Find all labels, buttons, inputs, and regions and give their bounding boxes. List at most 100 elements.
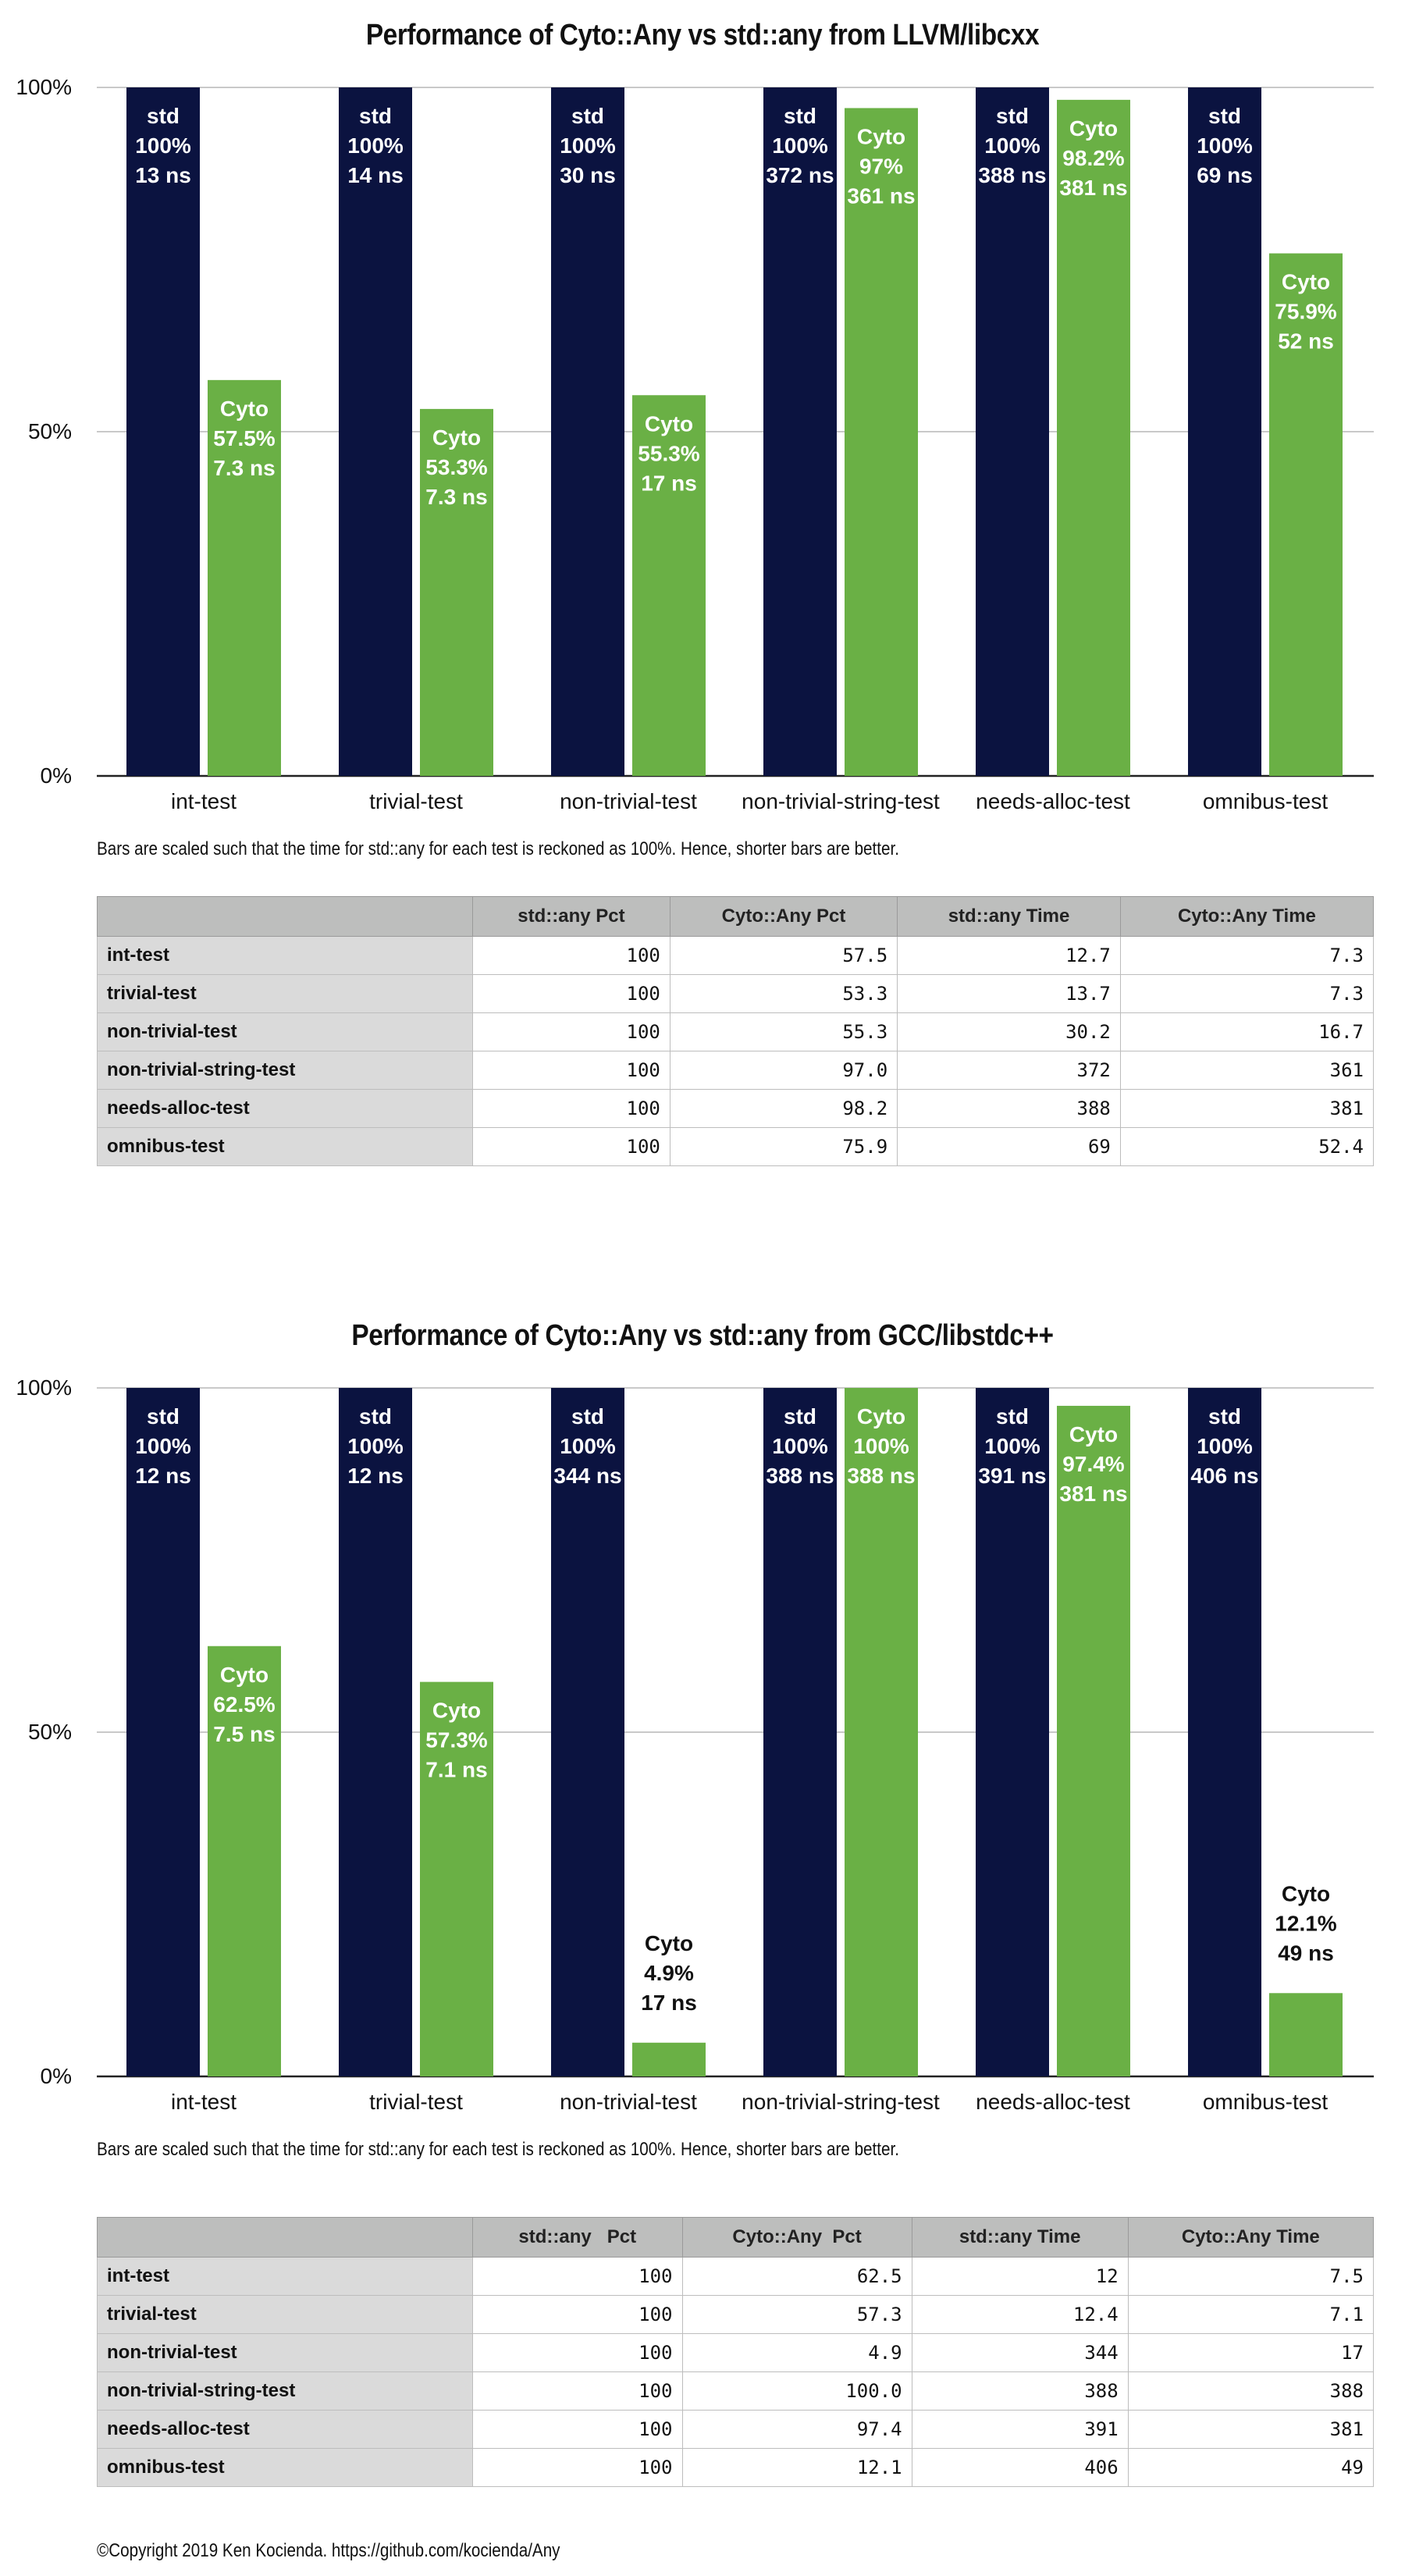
bar-data-label: std 100% 14 ns	[347, 104, 404, 187]
bar-data-label: std 100% 388 ns	[978, 104, 1046, 187]
std-bar	[763, 87, 837, 776]
table-cell: 100	[472, 2371, 683, 2411]
bar-data-label: Cyto 62.5% 7.5 ns	[213, 1663, 275, 1746]
y-tick-label: 0%	[41, 763, 72, 788]
table-cell: 12.1	[681, 2448, 912, 2487]
cyto-bar	[208, 1646, 281, 2076]
bar-data-label: std 100% 13 ns	[135, 104, 191, 187]
bar-data-label: Cyto 57.3% 7.1 ns	[425, 1699, 487, 1782]
table-row: non-trivial-test 100 4.9 344 17	[97, 2333, 1375, 2372]
table-header-cell: std::any Pct	[472, 896, 670, 937]
table-cell: 381	[1127, 2410, 1375, 2449]
table-header-cell	[97, 896, 473, 937]
table-cell: 7.5	[1127, 2257, 1375, 2296]
table-cell: 16.7	[1119, 1012, 1375, 1051]
x-tick-label: needs-alloc-test	[976, 2090, 1130, 2114]
cyto-bar	[632, 2042, 706, 2076]
table-cell: 100	[472, 2333, 683, 2372]
bar-data-label: Cyto 100% 388 ns	[847, 1404, 915, 1488]
table-cell: 52.4	[1119, 1127, 1375, 1166]
table-row: non-trivial-string-test 100 100.0 388 38…	[97, 2371, 1375, 2411]
row-label: trivial-test	[97, 2295, 473, 2334]
cyto-bar	[420, 408, 493, 776]
cyto-bar	[420, 1681, 493, 2076]
x-tick-label: non-trivial-test	[560, 2090, 697, 2114]
bar-data-label: Cyto 97.4% 381 ns	[1059, 1422, 1127, 1506]
table-cell: 388	[911, 2371, 1129, 2411]
table-row: int-test 100 62.5 12 7.5	[97, 2257, 1375, 2296]
table-cell: 30.2	[897, 1012, 1121, 1051]
table-cell: 100	[472, 2295, 683, 2334]
table-cell: 17	[1127, 2333, 1375, 2372]
bar-data-label: std 100% 344 ns	[553, 1404, 621, 1488]
row-label: int-test	[97, 2257, 473, 2296]
table-header-cell: Cyto::Any Time	[1127, 2217, 1375, 2258]
chart-caption: Bars are scaled such that the time for s…	[97, 838, 899, 859]
x-tick-label: omnibus-test	[1203, 2090, 1329, 2114]
row-label: int-test	[97, 936, 473, 975]
table-header-cell	[97, 2217, 473, 2258]
bar-chart: 0% 50% 100% std 100% 12 ns Cyto 62.5% 7.5 ns int-…	[16, 1375, 1374, 2114]
table-cell: 97.0	[669, 1051, 898, 1090]
data-table: std::any Pct Cyto::Any Pct std::any Time…	[97, 2217, 1375, 2487]
table-cell: 98.2	[669, 1089, 898, 1128]
table-cell: 361	[1119, 1051, 1375, 1090]
chart-title: Performance of Cyto::Any vs std::any fro…	[365, 19, 1040, 52]
bar-data-label: std 100% 69 ns	[1197, 104, 1253, 187]
x-tick-label: non-trivial-string-test	[742, 789, 940, 813]
x-tick-label: int-test	[171, 2090, 237, 2114]
std-bar	[551, 87, 624, 776]
table-row: omnibus-test 100 75.9 69 52.4	[97, 1127, 1375, 1166]
table-cell: 100	[472, 2257, 683, 2296]
table-row: needs-alloc-test 100 98.2 388 381	[97, 1089, 1375, 1128]
table-header-cell: std::any Time	[911, 2217, 1129, 2258]
bar-data-label: std 100% 406 ns	[1190, 1404, 1258, 1488]
table-cell: 97.4	[681, 2410, 912, 2449]
table-cell: 7.3	[1119, 974, 1375, 1013]
table-cell: 100	[472, 974, 670, 1013]
table-cell: 344	[911, 2333, 1129, 2372]
table-cell: 12	[911, 2257, 1129, 2296]
row-label: trivial-test	[97, 974, 473, 1013]
bar-data-label: Cyto 57.5% 7.3 ns	[213, 397, 275, 480]
table-cell: 12.4	[911, 2295, 1129, 2334]
table-cell: 55.3	[669, 1012, 898, 1051]
bar-data-label: Cyto 98.2% 381 ns	[1059, 116, 1127, 200]
std-bar	[976, 1388, 1049, 2076]
cyto-bar	[845, 1388, 918, 2076]
x-tick-label: omnibus-test	[1203, 789, 1329, 813]
cyto-bar	[1269, 253, 1343, 776]
row-label: needs-alloc-test	[97, 2410, 473, 2449]
table-row: trivial-test 100 53.3 13.7 7.3	[97, 974, 1375, 1013]
bar-data-label: Cyto 75.9% 52 ns	[1275, 270, 1336, 354]
bar-data-label: Cyto 53.3% 7.3 ns	[425, 425, 487, 509]
std-bar	[126, 1388, 200, 2076]
std-bar	[126, 87, 200, 776]
bar-data-label: Cyto 4.9% 17 ns	[641, 1931, 697, 2015]
x-tick-label: non-trivial-test	[560, 789, 697, 813]
table-cell: 57.3	[681, 2295, 912, 2334]
table-header-cell: std::any Time	[897, 896, 1121, 937]
table-cell: 12.7	[897, 936, 1121, 975]
std-bar	[763, 1388, 837, 2076]
table-cell: 49	[1127, 2448, 1375, 2487]
std-bar	[1188, 1388, 1261, 2076]
table-header-row: std::any Pct Cyto::Any Pct std::any Time…	[97, 896, 1375, 937]
table-row: trivial-test 100 57.3 12.4 7.1	[97, 2295, 1375, 2334]
bar-data-label: std 100% 372 ns	[766, 104, 834, 187]
table-row: int-test 100 57.5 12.7 7.3	[97, 936, 1375, 975]
table-header-row: std::any Pct Cyto::Any Pct std::any Time…	[97, 2217, 1375, 2258]
y-tick-label: 0%	[41, 2064, 72, 2088]
x-tick-label: trivial-test	[369, 789, 463, 813]
table-row: non-trivial-string-test 100 97.0 372 361	[97, 1051, 1375, 1090]
table-row: non-trivial-test 100 55.3 30.2 16.7	[97, 1012, 1375, 1051]
x-tick-label: non-trivial-string-test	[742, 2090, 940, 2114]
table-cell: 53.3	[669, 974, 898, 1013]
table-header-cell: Cyto::Any Time	[1119, 896, 1375, 937]
row-label: non-trivial-string-test	[97, 2371, 473, 2411]
table-row: omnibus-test 100 12.1 406 49	[97, 2448, 1375, 2487]
table-cell: 406	[911, 2448, 1129, 2487]
table-header-cell: Cyto::Any Pct	[669, 896, 898, 937]
table-cell: 100	[472, 1051, 670, 1090]
bar-data-label: std 100% 12 ns	[347, 1404, 404, 1488]
